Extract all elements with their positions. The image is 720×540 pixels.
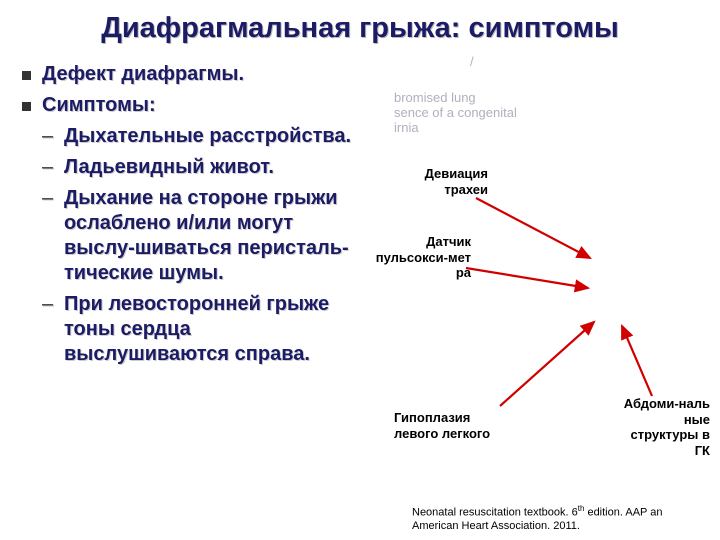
citation-text: Neonatal resuscitation textbook. 6 <box>412 507 578 519</box>
arrow-sensor <box>466 268 588 288</box>
bullet-l2: Дыхательные расстройства. <box>20 124 360 149</box>
bullet-l2: При левосторонней грыже тоны сердца высл… <box>20 292 360 367</box>
label-hypoplasia: Гипоплазия левого легкого <box>394 410 514 441</box>
arrow-abdominal <box>622 326 652 396</box>
diagram: Девиация трахеи Датчик пульсокси-мет ра … <box>380 140 710 450</box>
bullet-list: Дефект диафрагмы. Симптомы: Дыхательные … <box>20 62 360 373</box>
arrow-hypoplasia <box>500 322 594 406</box>
label-abdominal: Абдоми-наль ные структуры в ГК <box>614 396 710 458</box>
faint-slash: / <box>470 54 474 69</box>
faint-bg-text: bromised lung sence of a congenital irni… <box>394 90 517 135</box>
bullet-l1: Дефект диафрагмы. <box>20 62 360 87</box>
bullet-l1: Симптомы: <box>20 93 360 118</box>
citation-text: American Heart Association. 2011. <box>412 520 580 532</box>
citation-text: edition. AAP an <box>584 507 662 519</box>
page-title: Диафрагмальная грыжа: симптомы <box>0 12 720 45</box>
bullet-l2: Дыхание на стороне грыжи ослаблено и/или… <box>20 186 360 286</box>
label-sensor: Датчик пульсокси-мет ра <box>366 234 471 281</box>
citation: Neonatal resuscitation textbook. 6th edi… <box>412 504 712 534</box>
slide: Диафрагмальная грыжа: симптомы Дефект ди… <box>0 0 720 540</box>
arrow-tracheal <box>476 198 590 258</box>
label-tracheal: Девиация трахеи <box>398 166 488 197</box>
bullet-l2: Ладьевидный живот. <box>20 155 360 180</box>
